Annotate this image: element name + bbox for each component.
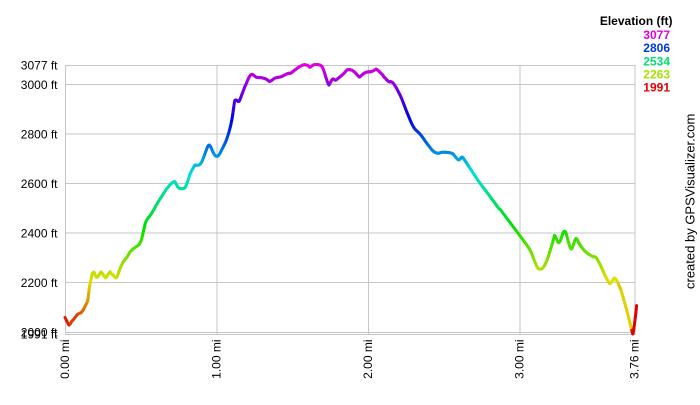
- svg-text:3000 ft: 3000 ft: [21, 78, 58, 92]
- svg-text:2.00 mi: 2.00 mi: [361, 340, 375, 379]
- svg-text:2200 ft: 2200 ft: [21, 276, 58, 290]
- svg-text:0.00 mi: 0.00 mi: [58, 340, 72, 379]
- svg-text:Elevation (ft): Elevation (ft): [600, 14, 673, 28]
- svg-text:2600 ft: 2600 ft: [21, 177, 58, 191]
- svg-text:3077 ft: 3077 ft: [21, 59, 58, 73]
- svg-text:1991 ft: 1991 ft: [21, 328, 58, 342]
- svg-text:1.00 mi: 1.00 mi: [209, 340, 223, 379]
- svg-text:2534: 2534: [643, 54, 670, 68]
- svg-text:2000 ft: 2000 ft: [21, 325, 58, 339]
- svg-text:3.00 mi: 3.00 mi: [512, 340, 526, 379]
- svg-text:3.76 mi: 3.76 mi: [628, 340, 642, 379]
- svg-text:created by GPSVisualizer.com: created by GPSVisualizer.com: [683, 114, 698, 289]
- svg-text:2806: 2806: [643, 41, 670, 55]
- svg-text:2800 ft: 2800 ft: [21, 127, 58, 141]
- svg-text:3077: 3077: [643, 28, 670, 42]
- svg-text:2400 ft: 2400 ft: [21, 226, 58, 240]
- svg-text:2263: 2263: [643, 68, 670, 82]
- svg-text:1991: 1991: [643, 81, 670, 95]
